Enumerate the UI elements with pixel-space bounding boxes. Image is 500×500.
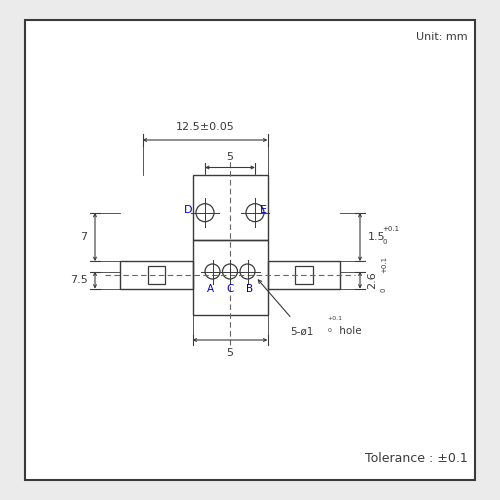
Text: 0: 0 xyxy=(382,240,387,246)
Text: hole: hole xyxy=(336,326,361,336)
Text: Tolerance : ±0.1: Tolerance : ±0.1 xyxy=(365,452,468,465)
Bar xyxy=(192,240,268,315)
Bar xyxy=(295,266,312,284)
Text: 12.5±0.05: 12.5±0.05 xyxy=(176,122,234,132)
Text: 1.5: 1.5 xyxy=(368,232,385,242)
Bar xyxy=(148,266,165,284)
Text: C: C xyxy=(226,284,234,294)
Text: 0: 0 xyxy=(328,328,332,332)
Text: 5: 5 xyxy=(226,152,234,162)
Bar xyxy=(120,261,192,289)
Text: A: A xyxy=(206,284,214,294)
Text: 0: 0 xyxy=(381,288,387,292)
Text: E: E xyxy=(260,205,267,215)
Text: 5: 5 xyxy=(226,348,234,358)
Text: D: D xyxy=(184,205,192,215)
Text: +0.1: +0.1 xyxy=(382,226,400,232)
Text: 7: 7 xyxy=(80,232,87,242)
Text: +0.1: +0.1 xyxy=(328,316,342,320)
Text: 2.6: 2.6 xyxy=(368,271,378,289)
Text: 5-ø1: 5-ø1 xyxy=(290,326,314,336)
Text: 7.5: 7.5 xyxy=(70,275,87,285)
Text: B: B xyxy=(246,284,254,294)
Bar xyxy=(192,175,268,240)
Text: Unit: mm: Unit: mm xyxy=(416,32,468,42)
Bar xyxy=(268,261,340,289)
Text: +0.1: +0.1 xyxy=(381,256,387,272)
